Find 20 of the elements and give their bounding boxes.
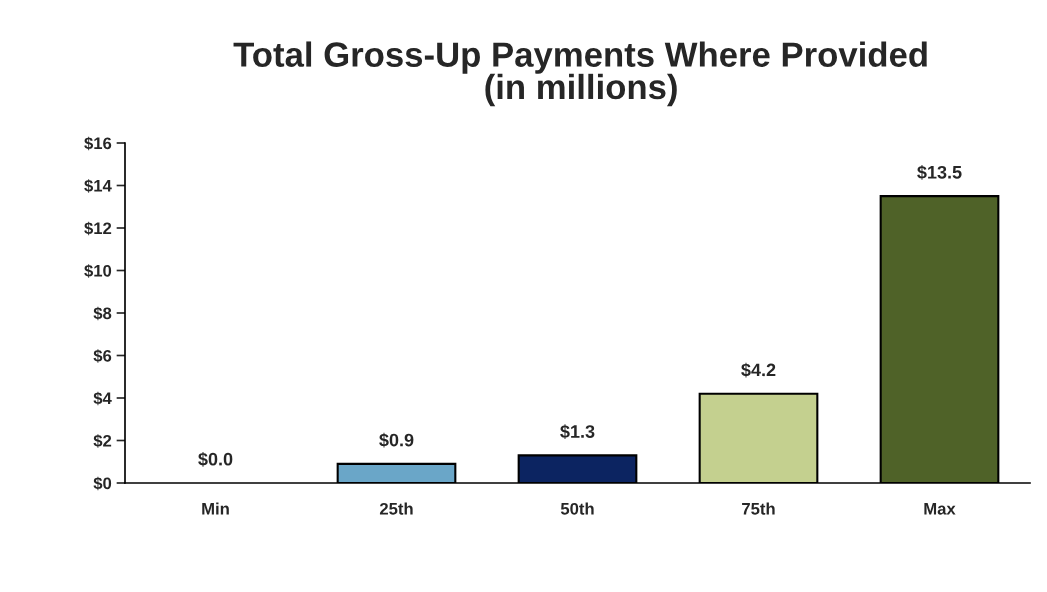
x-tick-label: Max xyxy=(924,503,956,515)
y-tick-label: $10 xyxy=(84,264,112,278)
data-label: $13.5 xyxy=(917,165,962,180)
y-tick-label: $8 xyxy=(93,306,112,321)
y-tick-label: $4 xyxy=(93,391,112,406)
data-label: $1.3 xyxy=(560,424,595,440)
y-tick-label: $16 xyxy=(84,136,112,151)
y-tick-label: $2 xyxy=(93,434,112,448)
data-label: $4.2 xyxy=(741,362,776,378)
chart-title: Total Gross-Up Payments Where Provided (in millions) xyxy=(233,41,927,107)
x-tick-label: 25th xyxy=(379,502,413,515)
x-tick-label: Min xyxy=(202,502,229,515)
y-tick-label: $14 xyxy=(84,179,112,193)
data-label: $0.9 xyxy=(379,432,414,448)
data-label: $0.0 xyxy=(198,451,233,467)
y-tick-label: $0 xyxy=(93,476,112,491)
x-tick-label: 75th xyxy=(742,502,775,515)
y-tick-label: $6 xyxy=(93,349,112,363)
y-tick-label: $12 xyxy=(84,221,112,236)
x-tick-label: 50th xyxy=(560,502,594,515)
